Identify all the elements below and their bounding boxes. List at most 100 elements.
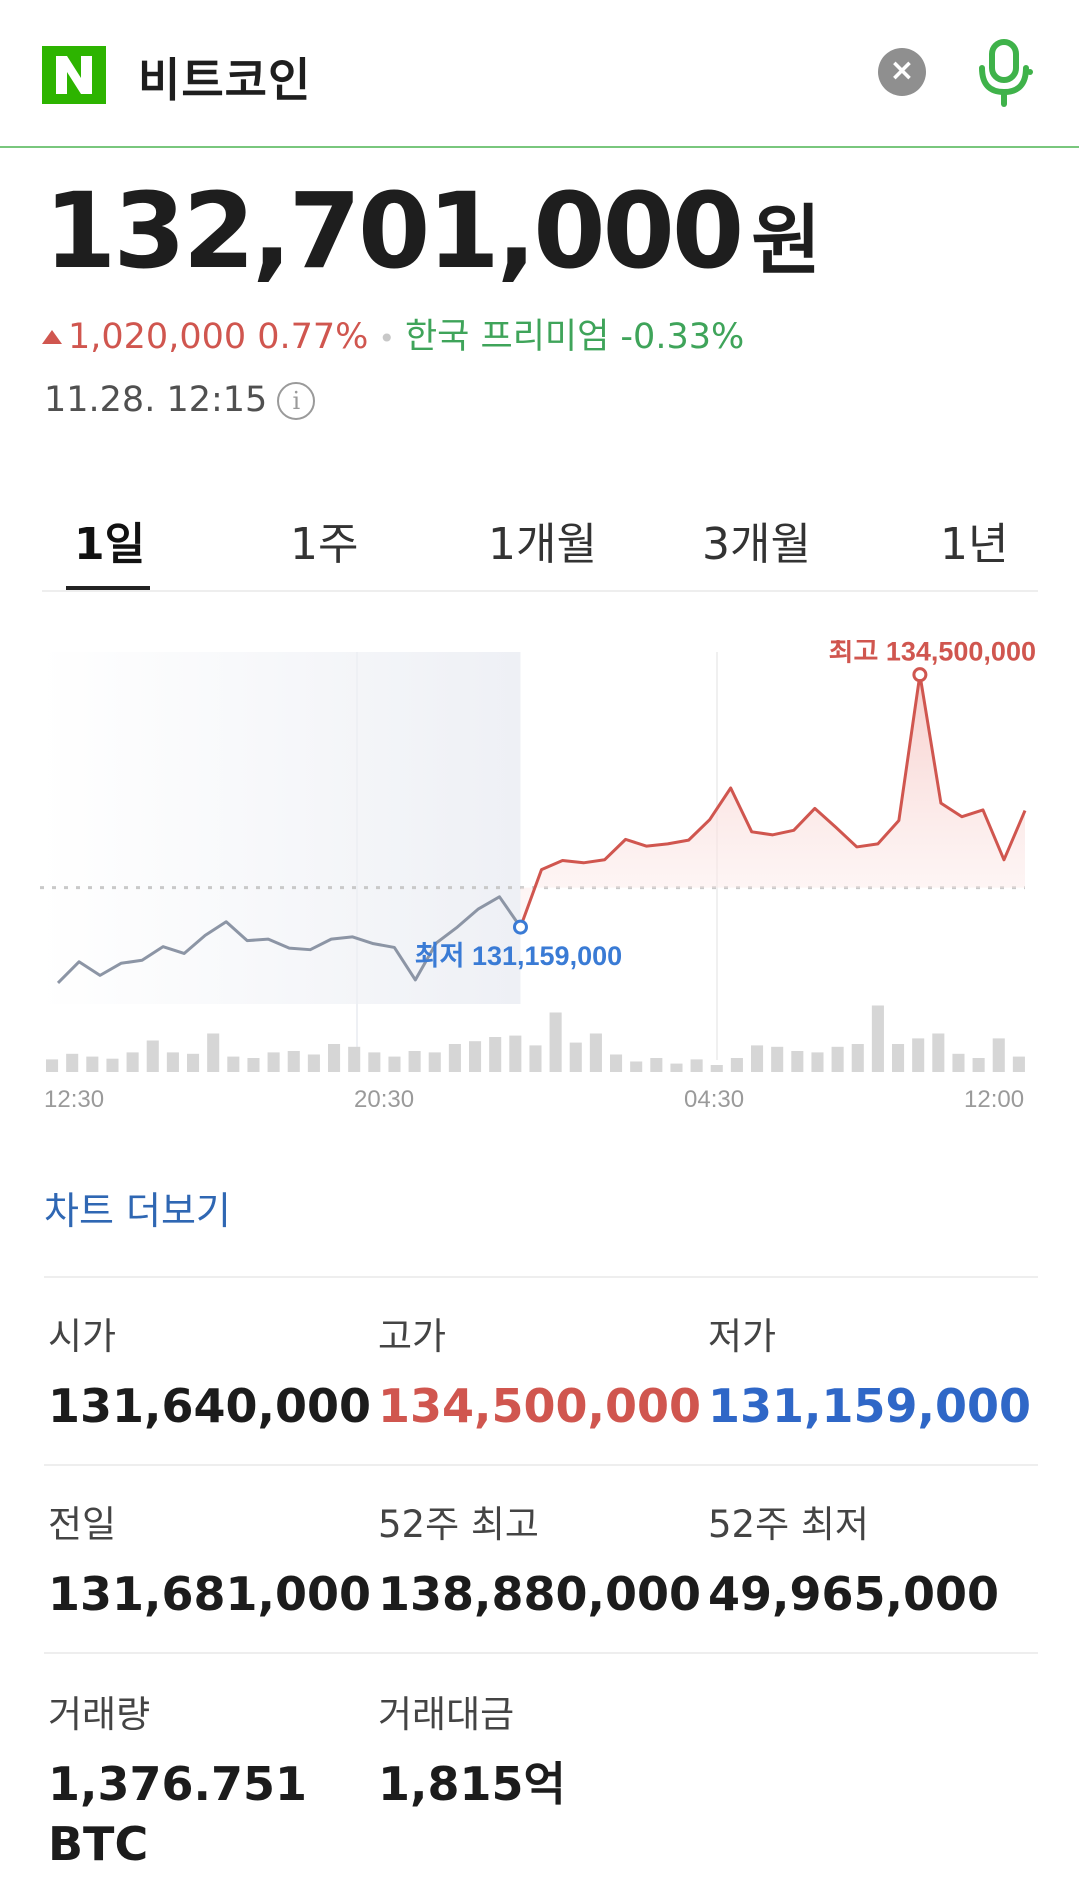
divider	[44, 1652, 1038, 1654]
price-unit: 원	[751, 196, 822, 285]
volume-bar	[86, 1056, 99, 1072]
volume-bar	[46, 1059, 59, 1072]
volume-bar	[146, 1040, 159, 1072]
price-timestamp: 11.28. 12:15 i	[44, 380, 316, 420]
volume-bar	[549, 1012, 562, 1072]
tab-3-months[interactable]: 3개월	[702, 519, 811, 570]
stat-value: 131,159,000	[708, 1379, 1032, 1433]
volume-bar	[811, 1052, 824, 1072]
stat-label: 거래대금	[378, 1693, 515, 1736]
volume-bar	[791, 1051, 804, 1072]
stat-label: 52주 최고	[378, 1503, 539, 1546]
info-icon[interactable]: i	[277, 382, 316, 420]
price-change: 1,020,000 0.77%	[68, 317, 369, 357]
volume-bar	[1012, 1056, 1025, 1072]
volume-bar	[428, 1052, 441, 1072]
x-tick-label: 12:00	[964, 1086, 1024, 1113]
volume-bar	[630, 1061, 643, 1072]
volume-bar	[892, 1044, 905, 1072]
volume-bar	[569, 1042, 582, 1072]
microphone-icon[interactable]	[974, 38, 1034, 110]
current-price: 132,701,000 원	[44, 170, 821, 292]
volume-bar	[529, 1045, 542, 1072]
volume-bar	[66, 1053, 79, 1072]
stat-value: 1,815억	[378, 1757, 566, 1811]
volume-bar	[469, 1041, 482, 1072]
volume-bar	[267, 1052, 280, 1072]
volume-bar	[448, 1044, 461, 1072]
volume-bar	[106, 1058, 119, 1072]
stat-high: 고가 134,500,000	[378, 1306, 701, 1436]
volume-bar	[589, 1033, 602, 1072]
volume-bar	[126, 1052, 139, 1072]
volume-unit: BTC	[48, 1817, 149, 1871]
volume-bar	[207, 1033, 220, 1072]
recent-area-fill	[520, 674, 1025, 928]
volume-bar	[771, 1046, 784, 1072]
up-triangle-icon	[42, 330, 62, 344]
volume-bar	[247, 1058, 260, 1072]
clear-search-button[interactable]: ×	[878, 48, 926, 96]
stat-value: 138,880,000	[378, 1567, 702, 1621]
stat-open: 시가 131,640,000	[48, 1306, 371, 1436]
x-tick-label: 04:30	[684, 1086, 744, 1113]
volume-bar	[328, 1044, 341, 1072]
volume-bar	[710, 1065, 723, 1072]
active-tab-indicator	[66, 586, 150, 590]
stat-value: 134,500,000	[378, 1379, 702, 1433]
volume-bar	[166, 1052, 179, 1072]
stat-label: 전일	[48, 1503, 117, 1546]
volume-bar	[650, 1058, 663, 1072]
tab-1-year[interactable]: 1년	[940, 519, 1009, 570]
stat-52w-low: 52주 최저 49,965,000	[708, 1494, 999, 1624]
stat-value: 1,376.751 BTC	[48, 1754, 307, 1874]
low-marker	[512, 919, 528, 935]
separator-dot: •	[378, 322, 395, 355]
volume-bar	[348, 1046, 361, 1072]
tab-1-day[interactable]: 1일	[74, 519, 146, 570]
x-tick-label: 12:30	[44, 1086, 104, 1113]
x-tick-label: 20:30	[354, 1086, 414, 1113]
stat-value: 131,640,000	[48, 1379, 372, 1433]
price-chart[interactable]: 최고 134,500,000 최저 131,159,000 12:30 20:3…	[40, 640, 1040, 1120]
stat-label: 52주 최저	[708, 1503, 869, 1546]
stat-label: 시가	[48, 1315, 117, 1358]
volume-bar	[912, 1038, 925, 1072]
volume-bar	[952, 1053, 965, 1072]
stat-52w-high: 52주 최고 138,880,000	[378, 1494, 701, 1624]
tab-1-month[interactable]: 1개월	[488, 519, 597, 570]
volume-bar	[368, 1052, 381, 1072]
volume-bar	[690, 1059, 703, 1072]
volume-bar	[388, 1056, 401, 1072]
volume-bar	[871, 1005, 884, 1072]
volume-bar	[489, 1037, 502, 1072]
price-change-row: 1,020,000 0.77% • 한국 프리미엄 -0.33%	[42, 308, 744, 359]
volume-bar	[408, 1051, 421, 1072]
naver-logo[interactable]	[42, 46, 106, 104]
stat-trade-value: 거래대금 1,815억	[378, 1684, 566, 1814]
volume-bar	[509, 1035, 522, 1072]
volume-bar	[307, 1054, 320, 1072]
tab-1-week[interactable]: 1주	[290, 519, 359, 570]
timestamp-text: 11.28. 12:15	[44, 380, 268, 420]
volume-bar	[227, 1056, 240, 1072]
stat-label: 거래량	[48, 1693, 151, 1736]
stat-label: 저가	[708, 1315, 777, 1358]
price-line-past	[56, 895, 522, 984]
korea-premium: 한국 프리미엄 -0.33%	[404, 317, 745, 357]
volume-bar	[287, 1051, 300, 1072]
divider	[44, 1464, 1038, 1466]
volume-bar	[187, 1053, 200, 1072]
low-price-label: 최저 131,159,000	[415, 941, 622, 971]
high-price-label: 최고 134,500,000	[829, 640, 1036, 667]
stat-value: 131,681,000	[48, 1567, 372, 1621]
stat-value: 49,965,000	[708, 1567, 1000, 1621]
volume-bar	[992, 1038, 1005, 1072]
more-chart-link[interactable]: 차트 더보기	[44, 1189, 231, 1233]
price-line-recent	[519, 673, 1027, 928]
stat-prev-close: 전일 131,681,000	[48, 1494, 371, 1624]
stat-volume: 거래량 1,376.751 BTC	[48, 1684, 307, 1874]
search-query-text[interactable]: 비트코인	[138, 53, 312, 107]
period-tabs: 1일 1주 1개월 3개월 1년	[42, 498, 1038, 592]
stat-label: 고가	[378, 1315, 447, 1358]
